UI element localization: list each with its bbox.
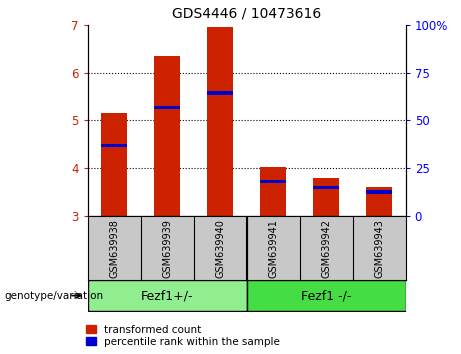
Bar [247, 280, 406, 311]
Bar [101, 113, 127, 216]
Bar [260, 167, 286, 216]
Bar [88, 280, 247, 311]
Text: GSM639942: GSM639942 [321, 219, 331, 278]
Bar [366, 190, 392, 194]
Bar [260, 180, 286, 183]
Legend: transformed count, percentile rank within the sample: transformed count, percentile rank withi… [83, 322, 283, 349]
Text: Fezf1+/-: Fezf1+/- [141, 289, 193, 302]
Bar [101, 144, 127, 147]
Bar [313, 185, 339, 189]
Bar [207, 27, 233, 216]
Text: GSM639941: GSM639941 [268, 219, 278, 278]
Title: GDS4446 / 10473616: GDS4446 / 10473616 [172, 7, 321, 21]
Bar [154, 106, 180, 109]
Text: GSM639940: GSM639940 [215, 219, 225, 278]
Text: GSM639938: GSM639938 [109, 219, 119, 278]
Bar [154, 56, 180, 216]
Bar [207, 91, 233, 95]
Bar [313, 178, 339, 216]
Text: GSM639943: GSM639943 [374, 219, 384, 278]
Text: genotype/variation: genotype/variation [5, 291, 104, 301]
Text: Fezf1 -/-: Fezf1 -/- [301, 289, 351, 302]
Bar [366, 187, 392, 216]
Text: GSM639939: GSM639939 [162, 219, 172, 278]
